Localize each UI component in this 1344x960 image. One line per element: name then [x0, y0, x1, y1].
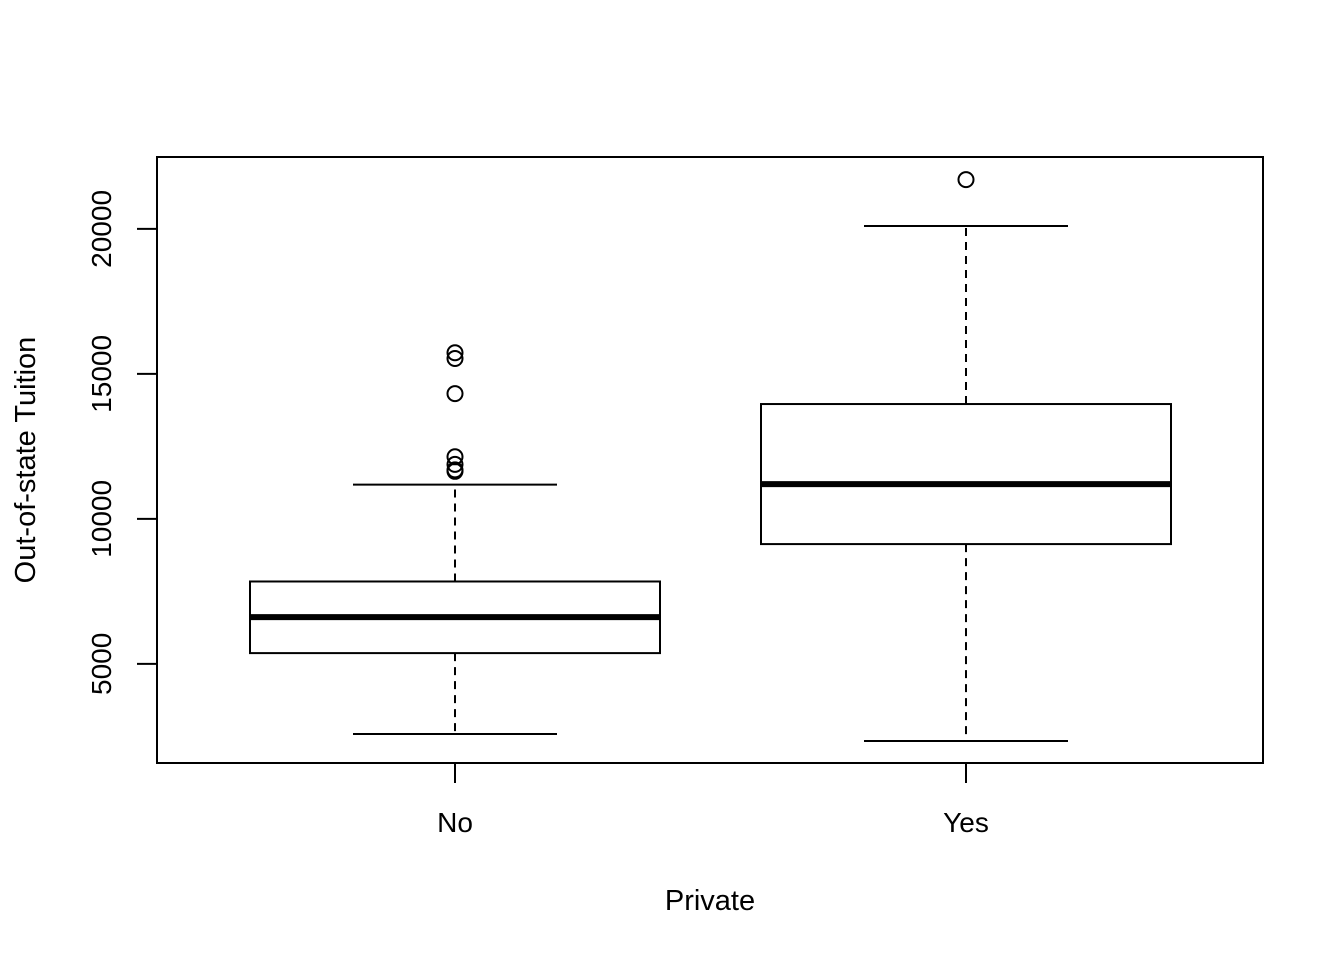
- box-group-no: [249, 344, 661, 736]
- y-tick-label: 15000: [86, 335, 117, 413]
- x-axis-title: Private: [665, 885, 755, 917]
- outlier-point: [446, 385, 464, 403]
- y-tick-label: 10000: [86, 480, 117, 558]
- y-tick-label: 5000: [86, 633, 117, 695]
- outlier-point: [446, 455, 464, 473]
- x-axis: No Yes: [437, 763, 989, 838]
- x-tick-label: No: [437, 807, 473, 838]
- outlier-point: [446, 344, 464, 362]
- plot-frame: [156, 156, 1264, 764]
- y-axis: 5000 10000 15000 20000: [86, 190, 157, 695]
- box-group-yes: [760, 171, 1172, 742]
- boxes-layer: [249, 171, 1172, 742]
- outlier-point: [957, 171, 975, 189]
- y-axis-title: Out-of-state Tuition: [10, 337, 42, 584]
- outlier-point: [446, 462, 464, 480]
- box-iqr: [760, 403, 1172, 546]
- outlier-point: [446, 350, 464, 368]
- x-tick-label: Yes: [943, 807, 989, 838]
- y-tick-label: 20000: [86, 190, 117, 268]
